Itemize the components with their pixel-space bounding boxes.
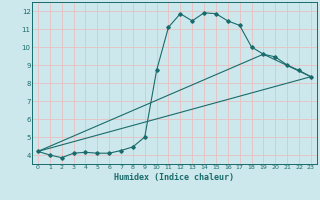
X-axis label: Humidex (Indice chaleur): Humidex (Indice chaleur) (115, 173, 234, 182)
